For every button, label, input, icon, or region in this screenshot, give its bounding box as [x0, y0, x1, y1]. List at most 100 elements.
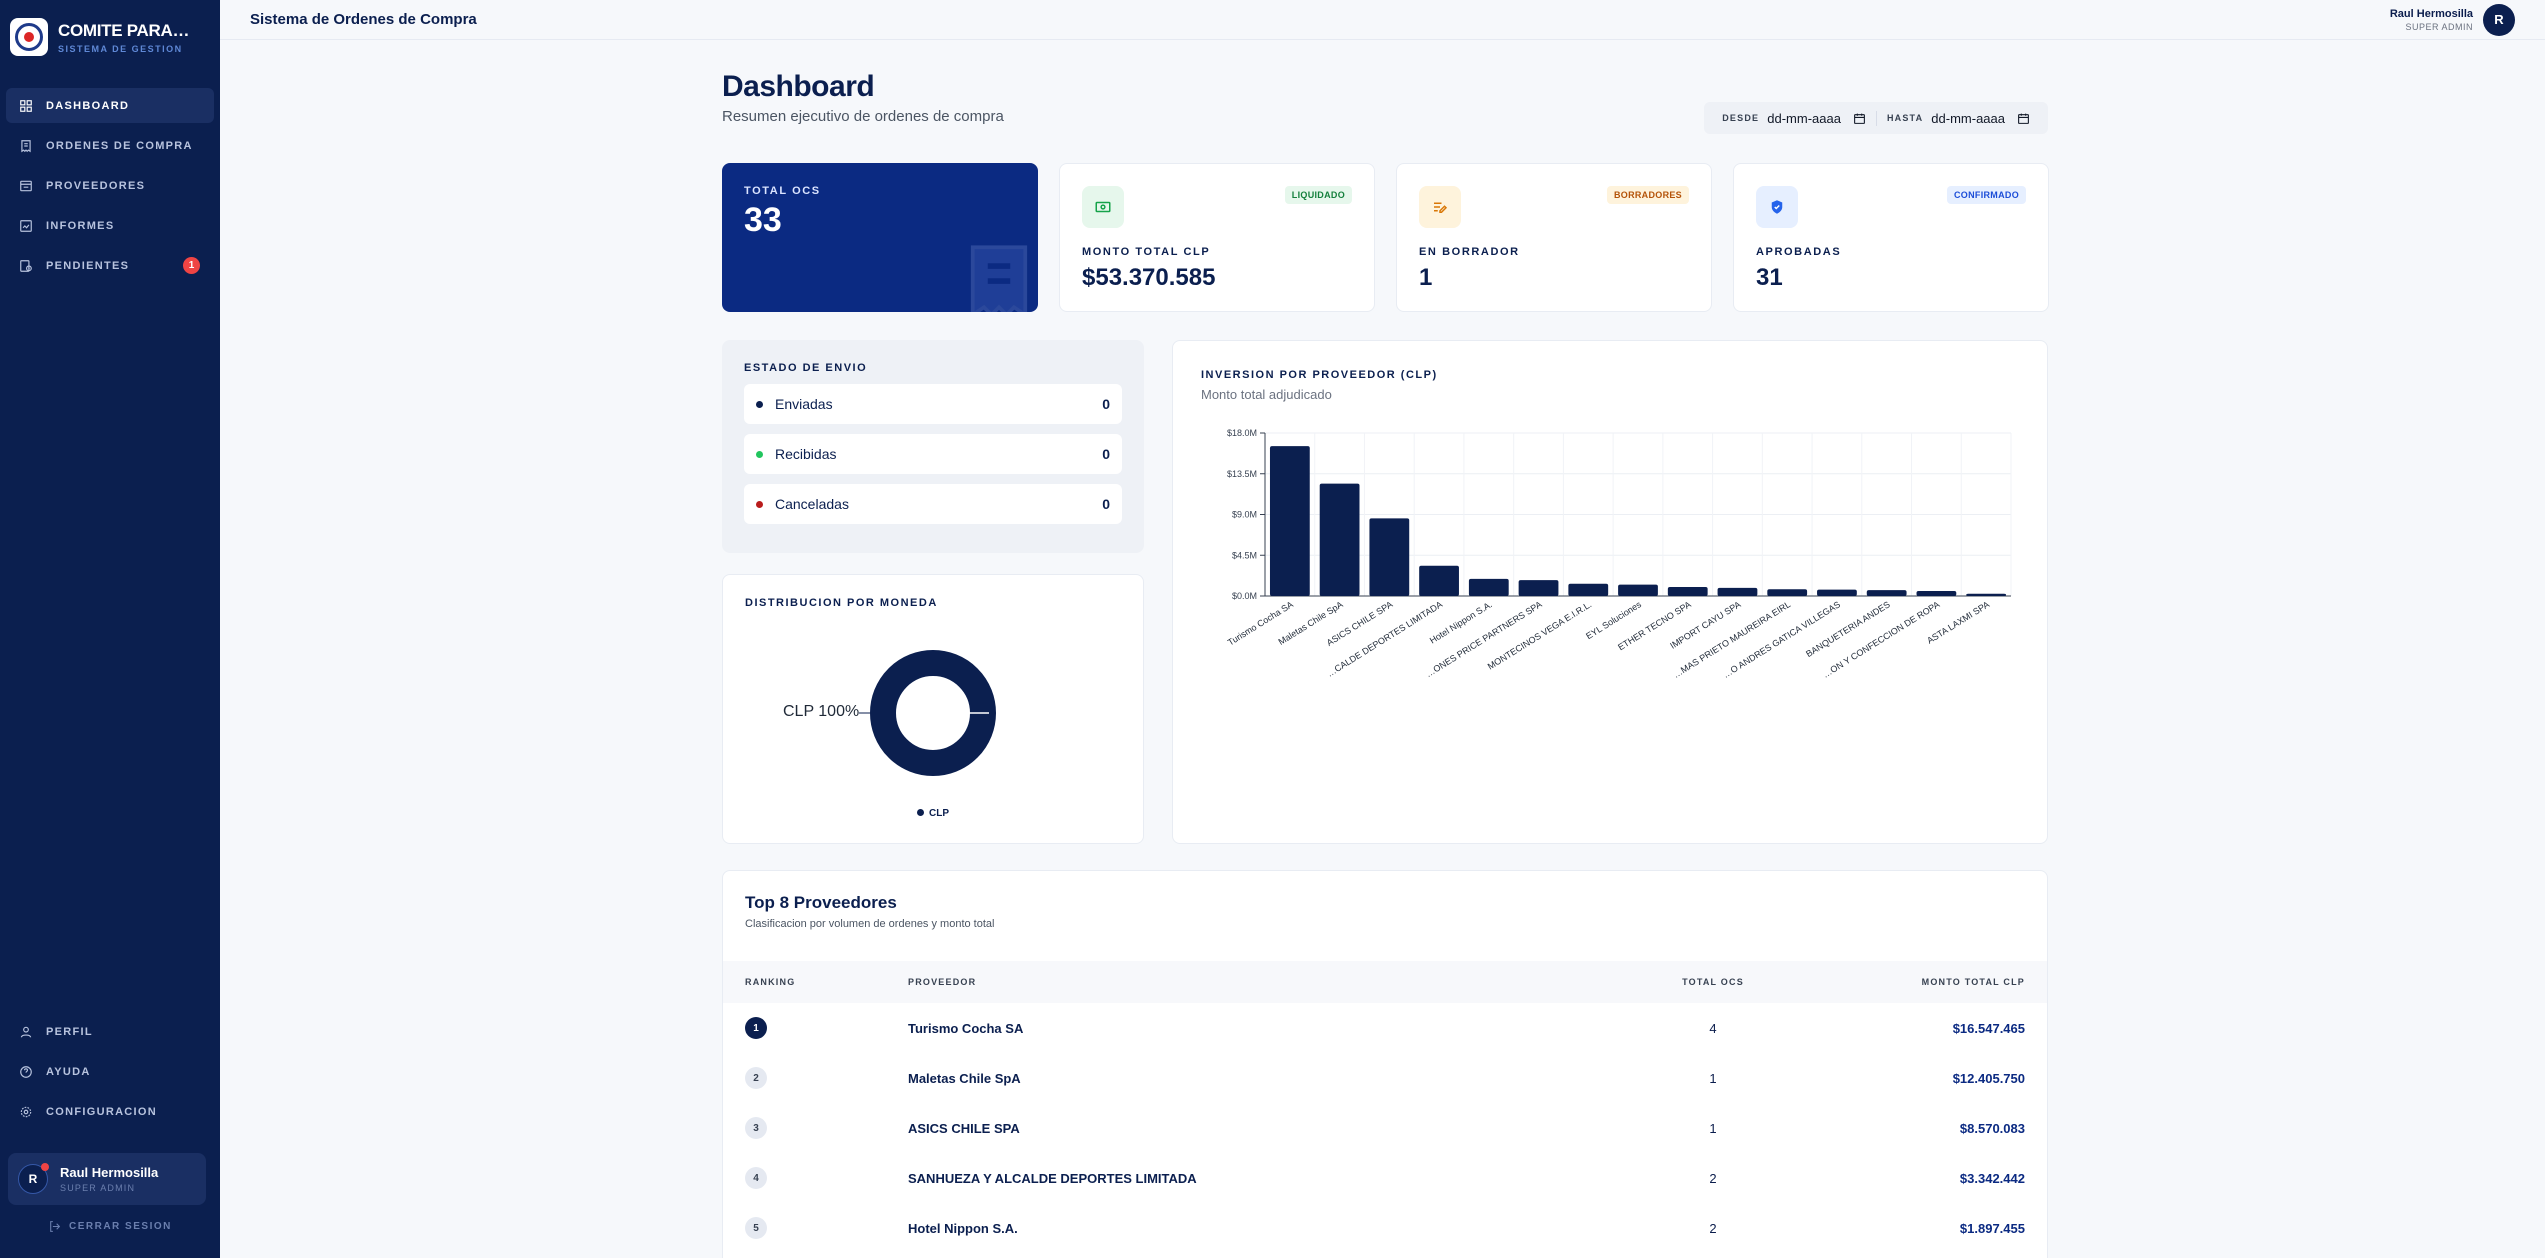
logout-button[interactable]: CERRAR SESION [48, 1220, 172, 1233]
total-ocs: 1 [1709, 1120, 1717, 1136]
chart-bar[interactable] [1568, 583, 1609, 596]
amount: $12.405.750 [1952, 1070, 2025, 1086]
envio-label: Canceladas [775, 496, 849, 512]
sidebar-item-label: CONFIGURACION [46, 1105, 158, 1118]
sidebar-bottom-nav: PERFIL AYUDA CONFIGURACION [0, 1014, 220, 1134]
donut-chart: CLP 100% [723, 637, 1145, 797]
calendar-icon[interactable] [2017, 112, 2030, 125]
sidebar-user-card[interactable]: R Raul Hermosilla SUPER ADMIN [8, 1153, 206, 1205]
chart-bar[interactable] [1419, 565, 1459, 596]
y-tick-label: $4.5M [1232, 550, 1257, 560]
shield-check-icon [1756, 186, 1798, 228]
avatar[interactable]: R [2483, 3, 2515, 36]
sidebar-item-perfil[interactable]: PERFIL [6, 1014, 214, 1049]
sidebar-item-ordenes[interactable]: ORDENES DE COMPRA [6, 128, 214, 163]
sidebar-item-configuracion[interactable]: CONFIGURACION [6, 1094, 214, 1129]
stat-en-borrador[interactable]: BORRADORES EN BORRADOR 1 [1396, 163, 1712, 312]
chart-bar[interactable] [1717, 587, 1758, 596]
stat-aprobadas[interactable]: CONFIRMADO APROBADAS 31 [1733, 163, 2049, 312]
chart-bar[interactable] [1966, 593, 2007, 596]
calendar-icon[interactable] [1853, 112, 1866, 125]
sidebar: COMITE PARALIMPICO SISTEMA DE GESTION DA… [0, 0, 220, 1258]
col-total-ocs[interactable]: TOTAL OCS [1682, 977, 1744, 987]
brand[interactable]: COMITE PARALIMPICO SISTEMA DE GESTION [0, 0, 220, 60]
sidebar-item-dashboard[interactable]: DASHBOARD [6, 88, 214, 123]
chart-bar[interactable] [1319, 483, 1360, 596]
to-date-input[interactable]: dd-mm-aaaa [1931, 111, 2030, 126]
legend-label[interactable]: CLP [929, 808, 949, 819]
col-proveedor[interactable]: PROVEEDOR [908, 977, 977, 987]
col-ranking[interactable]: RANKING [745, 977, 796, 987]
stat-value: 1 [1419, 264, 1433, 291]
envio-row-enviadas[interactable]: Enviadas 0 [744, 384, 1122, 424]
top-user-menu[interactable]: Raul Hermosilla SUPER ADMIN R [2390, 3, 2515, 36]
stat-value: 31 [1756, 264, 1783, 291]
store-icon [18, 178, 34, 194]
pending-icon [18, 258, 34, 274]
y-tick-label: $0.0M [1232, 591, 1257, 601]
table-row[interactable]: 3 ASICS CHILE SPA 1 $8.570.083 [723, 1103, 2047, 1153]
estado-envio-panel: ESTADO DE ENVIO Enviadas 0 Recibidas 0 C… [722, 340, 1144, 553]
top-user-role: SUPER ADMIN [2405, 21, 2473, 32]
from-date-label: DESDE [1722, 113, 1760, 123]
logo-icon [10, 18, 48, 56]
chart-bar[interactable] [1468, 578, 1509, 596]
sidebar-item-informes[interactable]: INFORMES [6, 208, 214, 243]
table-row[interactable]: 2 Maletas Chile SpA 1 $12.405.750 [723, 1053, 2047, 1103]
chart-bar[interactable] [1518, 580, 1559, 596]
sidebar-item-proveedores[interactable]: PROVEEDORES [6, 168, 214, 203]
chart-bar[interactable] [1817, 589, 1857, 596]
envio-row-recibidas[interactable]: Recibidas 0 [744, 434, 1122, 474]
total-ocs: 2 [1709, 1170, 1717, 1186]
chart-bar[interactable] [1269, 446, 1310, 596]
stat-total-ocs[interactable]: TOTAL OCS 33 [722, 163, 1038, 312]
table-row[interactable]: 1 Turismo Cocha SA 4 $16.547.465 [723, 1003, 2047, 1053]
stat-value: $53.370.585 [1082, 264, 1216, 291]
provider-name: Turismo Cocha SA [908, 1020, 1024, 1036]
receipt-icon [970, 245, 1028, 312]
chart-bar[interactable] [1618, 584, 1658, 596]
table-row[interactable]: 4 SANHUEZA Y ALCALDE DEPORTES LIMITADA 2… [723, 1153, 2047, 1203]
col-monto[interactable]: MONTO TOTAL CLP [1921, 977, 2025, 987]
logout-icon [50, 1221, 61, 1232]
chart-bar[interactable] [1667, 586, 1708, 596]
envio-row-canceladas[interactable]: Canceladas 0 [744, 484, 1122, 524]
chart-bar[interactable] [1916, 591, 1957, 596]
table-subtitle: Clasificacion por volumen de ordenes y m… [745, 918, 995, 930]
status-dot [756, 450, 763, 458]
from-date-input[interactable]: dd-mm-aaaa [1767, 111, 1866, 126]
amount: $1.897.455 [1959, 1220, 2025, 1236]
avatar: R [18, 1163, 49, 1194]
stat-monto-total[interactable]: LIQUIDADO MONTO TOTAL CLP $53.370.585 [1059, 163, 1375, 312]
status-dot [756, 400, 763, 408]
envio-label: Recibidas [775, 446, 837, 462]
sidebar-item-ayuda[interactable]: AYUDA [6, 1054, 214, 1089]
legend-swatch [917, 809, 924, 816]
donut-slice-label: CLP 100% [783, 703, 860, 720]
chart-bar[interactable] [1369, 518, 1410, 596]
sidebar-item-pendientes[interactable]: PENDIENTES 1 [6, 248, 214, 283]
amount: $8.570.083 [1959, 1120, 2025, 1136]
chart-title: INVERSION POR PROVEEDOR (CLP) [1201, 369, 1438, 381]
table-row[interactable]: 5 Hotel Nippon S.A. 2 $1.897.455 [723, 1203, 2047, 1253]
main-content: Dashboard Resumen ejecutivo de ordenes d… [722, 70, 2049, 1258]
sidebar-item-label: DASHBOARD [46, 99, 130, 112]
app-title: Sistema de Ordenes de Compra [250, 11, 477, 28]
amount: $16.547.465 [1952, 1020, 2025, 1036]
sidebar-item-label: AYUDA [46, 1065, 91, 1078]
rank-badge: 4 [745, 1167, 767, 1189]
sidebar-item-label: PENDIENTES [46, 259, 130, 272]
status-dot [756, 500, 763, 508]
top-proveedores-table: Top 8 Proveedores Clasificacion por volu… [722, 870, 2048, 1258]
chart-subtitle: Monto total adjudicado [1201, 387, 1332, 402]
y-tick-label: $9.0M [1232, 510, 1257, 520]
chart-bar[interactable] [1767, 589, 1808, 596]
rank-badge: 1 [745, 1017, 767, 1039]
pending-badge: 1 [183, 257, 200, 274]
stat-label: APROBADAS [1756, 246, 1842, 258]
inversion-chart-panel: INVERSION POR PROVEEDOR (CLP) Monto tota… [1172, 340, 2048, 844]
page-title: Dashboard [722, 70, 875, 103]
chart-bar[interactable] [1866, 590, 1907, 596]
logout-label: CERRAR SESION [69, 1221, 172, 1232]
